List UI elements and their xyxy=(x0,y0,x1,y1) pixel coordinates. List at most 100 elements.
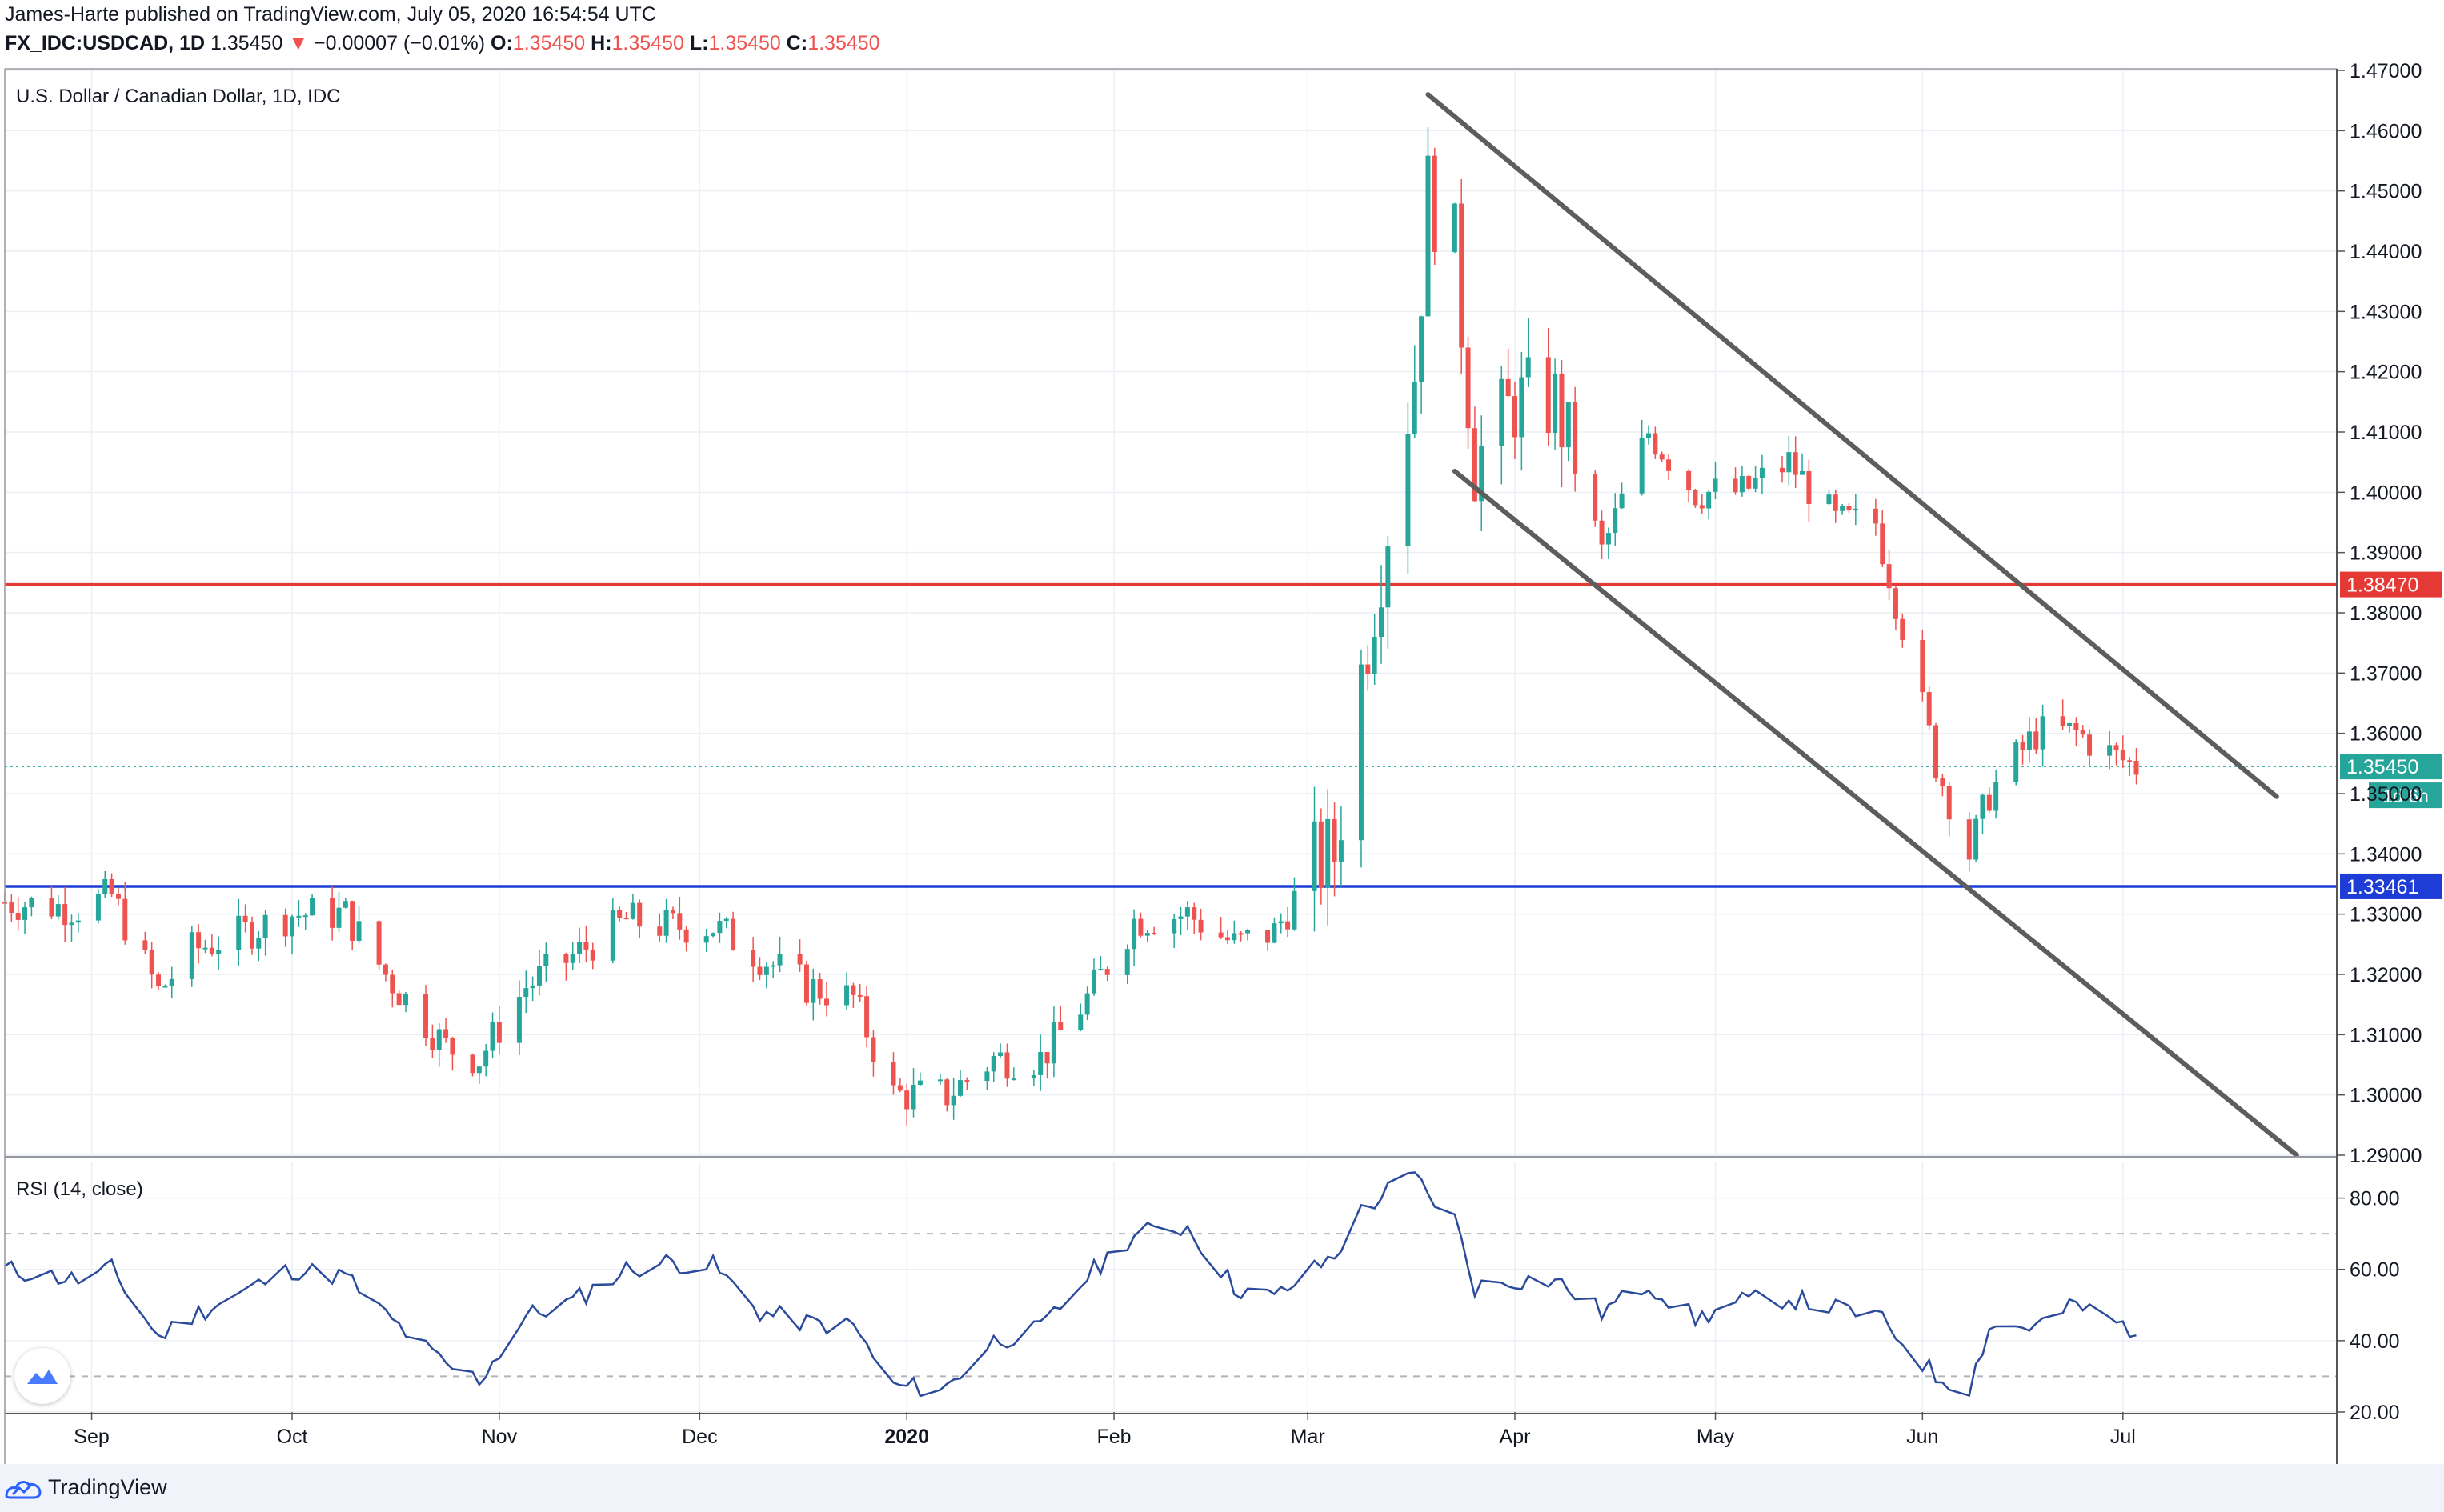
candle-body xyxy=(2127,760,2133,762)
price-tick-label: 1.41000 xyxy=(2350,422,2422,444)
candle-body xyxy=(703,936,709,943)
candle-body xyxy=(282,914,288,937)
candle-body xyxy=(1432,155,1437,252)
candle-body xyxy=(683,929,689,943)
candle-body xyxy=(356,921,362,942)
candle-body xyxy=(2133,761,2139,775)
rsi-tick-label: 60.00 xyxy=(2350,1259,2400,1282)
candle-body xyxy=(1900,618,1905,640)
candle-body xyxy=(583,942,589,950)
candle-body xyxy=(771,965,776,967)
candle-body xyxy=(436,1029,442,1050)
candle-body xyxy=(249,922,254,949)
candle-body xyxy=(610,910,615,961)
candle-body xyxy=(1605,533,1611,545)
candle-body xyxy=(1759,467,1765,478)
time-tick-label: Dec xyxy=(682,1426,717,1448)
candle-body xyxy=(169,978,174,986)
candle-body xyxy=(1091,969,1096,994)
time-tick-label: Mar xyxy=(1291,1426,1325,1448)
candle-body xyxy=(1593,474,1598,521)
candle-body xyxy=(122,898,128,941)
rsi-tick-label: 20.00 xyxy=(2350,1402,2400,1424)
candle-body xyxy=(450,1038,455,1055)
candle-body xyxy=(1285,921,1291,930)
candle-body xyxy=(330,898,335,928)
candle-body xyxy=(1699,505,1705,509)
candle-body xyxy=(95,894,101,921)
change-arrow-icon: ▼ xyxy=(288,32,309,54)
candle-body xyxy=(1613,508,1618,534)
candle-body xyxy=(1358,664,1364,841)
candle-body xyxy=(1245,930,1251,934)
candle-body xyxy=(1645,433,1651,438)
candle-body xyxy=(1459,203,1464,348)
candle-body xyxy=(851,985,856,995)
candle-body xyxy=(1325,818,1331,888)
candle-body xyxy=(390,974,395,994)
candle-body xyxy=(917,1080,923,1086)
candle-body xyxy=(376,921,382,965)
symbol[interactable]: FX_IDC:USDCAD, 1D xyxy=(5,32,206,54)
axes: 1.47000 1.46000 1.45000 1.44000 1.43000 1.420… xyxy=(74,60,2422,1448)
candle-body xyxy=(751,950,756,967)
candle-body xyxy=(1966,819,1972,860)
low-value: 1.35450 xyxy=(708,32,781,54)
candle-body xyxy=(1198,919,1204,933)
candle-body xyxy=(1278,921,1284,924)
candle-body xyxy=(663,910,669,936)
candle-body xyxy=(22,907,28,920)
candle-body xyxy=(1124,949,1130,975)
candles xyxy=(2,127,2139,1126)
candle-body xyxy=(957,1080,963,1096)
candle-body xyxy=(944,1079,950,1106)
candle-body xyxy=(1192,907,1197,920)
candle-body xyxy=(1051,1022,1056,1064)
candle-body xyxy=(430,1038,435,1050)
candle-body xyxy=(570,954,575,963)
candle-body xyxy=(1800,470,1805,475)
trend-lines[interactable] xyxy=(1425,92,2299,1158)
rsi-bands xyxy=(5,1233,2337,1378)
candle-body xyxy=(984,1071,990,1082)
candle-body xyxy=(763,966,769,975)
high-value: 1.35450 xyxy=(611,32,684,54)
candle-body xyxy=(102,878,108,894)
candle-body xyxy=(142,940,148,950)
chart-logo-button[interactable] xyxy=(14,1348,70,1404)
candle-body xyxy=(69,922,74,926)
candle-body xyxy=(904,1090,910,1110)
close-value: 1.35450 xyxy=(807,32,880,54)
trend-line xyxy=(1425,92,2279,799)
candle-body xyxy=(1886,564,1892,589)
candle-body xyxy=(1840,506,1845,511)
candle-body xyxy=(998,1052,1004,1057)
footer-brand[interactable]: TradingView xyxy=(48,1475,167,1499)
candle-body xyxy=(543,954,549,967)
candle-body xyxy=(1479,446,1484,502)
candle-body xyxy=(1739,475,1745,493)
candle-body xyxy=(476,1066,482,1074)
candle-body xyxy=(1312,821,1317,891)
candle-body xyxy=(336,907,342,928)
candle-body xyxy=(1653,433,1658,455)
candle-body xyxy=(1565,402,1571,448)
candle-body xyxy=(1880,523,1885,565)
chart-area[interactable]: 1.38470 1.33461 1.35450 1d 6h 1.47000 1.4600… xyxy=(0,0,2444,1464)
horizontal-levels[interactable]: 1.38470 1.33461 1.35450 1d 6h xyxy=(5,571,2442,899)
candle-body xyxy=(443,1029,449,1038)
candle-body xyxy=(1172,918,1177,934)
candle-body xyxy=(911,1085,916,1110)
candle-body xyxy=(1031,1074,1036,1079)
candle-body xyxy=(403,993,408,1006)
tradingview-logo-icon[interactable] xyxy=(5,1475,43,1501)
candle-body xyxy=(149,950,154,975)
candle-body xyxy=(1686,470,1692,490)
price-tick-label: 1.36000 xyxy=(2350,723,2422,746)
candle-body xyxy=(1853,508,1858,511)
candle-body xyxy=(1559,373,1565,448)
open-value: 1.35450 xyxy=(512,32,586,54)
candle-body xyxy=(1666,459,1672,471)
candle-body xyxy=(1138,918,1144,936)
price-tick-label: 1.40000 xyxy=(2350,482,2422,504)
